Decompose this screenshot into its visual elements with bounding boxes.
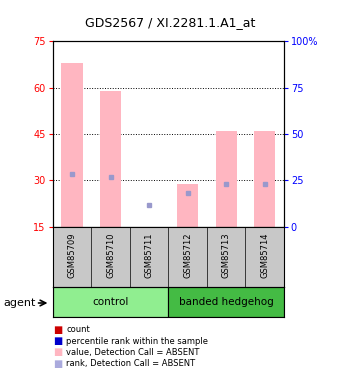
Text: GSM85713: GSM85713 (222, 233, 231, 279)
Text: GSM85710: GSM85710 (106, 233, 115, 278)
Text: ■: ■ (53, 336, 62, 346)
Bar (168, 287, 284, 317)
Bar (177, 184, 198, 227)
Text: GSM85712: GSM85712 (183, 233, 192, 278)
Text: ■: ■ (53, 348, 62, 357)
Bar (53, 287, 168, 317)
Text: value, Detection Call = ABSENT: value, Detection Call = ABSENT (66, 348, 200, 357)
Bar (61, 63, 83, 227)
Bar (100, 91, 121, 227)
Text: GSM85714: GSM85714 (260, 233, 269, 278)
Text: ■: ■ (53, 359, 62, 369)
Text: GSM85711: GSM85711 (144, 233, 154, 278)
Text: percentile rank within the sample: percentile rank within the sample (66, 337, 208, 346)
Bar (216, 131, 237, 227)
Text: count: count (66, 326, 90, 334)
Text: ■: ■ (53, 325, 62, 335)
Text: GSM85709: GSM85709 (67, 233, 76, 278)
Text: banded hedgehog: banded hedgehog (179, 297, 273, 307)
Text: rank, Detection Call = ABSENT: rank, Detection Call = ABSENT (66, 359, 196, 368)
Bar (254, 131, 275, 227)
Text: control: control (92, 297, 129, 307)
Text: GDS2567 / XI.2281.1.A1_at: GDS2567 / XI.2281.1.A1_at (85, 16, 255, 29)
Text: agent: agent (3, 298, 36, 308)
